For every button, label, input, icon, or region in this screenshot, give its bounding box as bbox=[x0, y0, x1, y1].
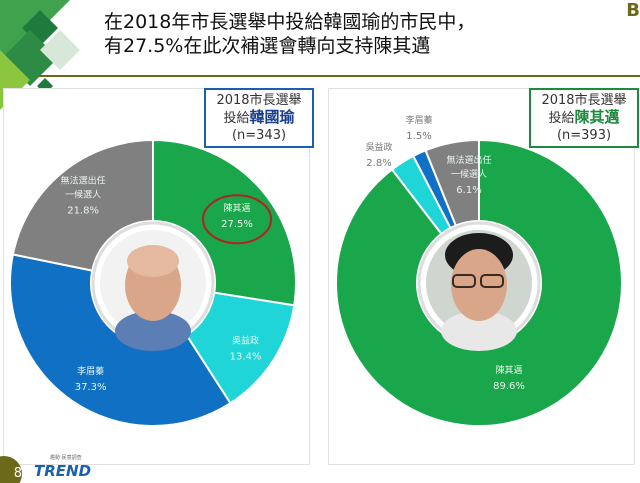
chart-panel-han: 陳其邁 27.5% 吳益政 13.4% 李眉蓁 37.3% 無法選出任一候選人 21.8% 2… bbox=[3, 88, 314, 465]
slice-label-1: 吳益政 13.4% bbox=[230, 334, 262, 362]
title-line-2: 有27.5%在此次補選會轉向支持陳其邁 bbox=[104, 35, 431, 57]
legend-name: 陳其邁 bbox=[574, 108, 620, 126]
slice-label-text: 吳益政 bbox=[365, 141, 392, 153]
legend-box-han: 2018市長選舉 投給韓國瑜 (n=343) bbox=[204, 88, 314, 148]
donut-slice-3 bbox=[11, 138, 154, 272]
legend-prefix: 投給 bbox=[548, 111, 575, 126]
slice-label-text: 李眉蓁 bbox=[77, 365, 104, 377]
legend-n: (n=393) bbox=[556, 128, 612, 143]
title-divider bbox=[38, 75, 640, 77]
slice-label-1: 吳益政 2.8% bbox=[365, 141, 392, 169]
slice-value-label: 6.1% bbox=[456, 185, 481, 196]
corner-mark: B bbox=[626, 0, 640, 21]
slice-value-label: 89.6% bbox=[493, 381, 525, 392]
trend-logo: TREND bbox=[34, 462, 92, 480]
legend-n: (n=343) bbox=[231, 128, 287, 143]
slice-label-text: 陳其邁 bbox=[224, 202, 251, 214]
slice-label-2: 李眉蓁 1.5% bbox=[405, 114, 432, 142]
slice-value-label: 1.5% bbox=[406, 131, 431, 142]
candidate-portrait bbox=[100, 230, 206, 351]
slice-value-label: 2.8% bbox=[366, 158, 391, 169]
slice-label-0: 陳其邁 89.6% bbox=[493, 364, 525, 392]
highlight-circle bbox=[202, 194, 273, 245]
legend-box-chen: 2018市長選舉 投給陳其邁 (n=393) bbox=[529, 88, 639, 148]
donut-slice-0 bbox=[152, 138, 297, 307]
title-line-1: 在2018年市長選舉中投給韓國瑜的市民中， bbox=[104, 11, 476, 33]
slice-label-text: 無法選出任 bbox=[446, 154, 491, 166]
slice-value-label: 21.8% bbox=[67, 205, 99, 216]
legend-name: 韓國瑜 bbox=[249, 108, 295, 126]
slice-label-2: 李眉蓁 37.3% bbox=[75, 365, 107, 393]
slice-label-text: 一候選人 bbox=[65, 188, 101, 200]
slide-title: 在2018年市長選舉中投給韓國瑜的市民中， 有27.5%在此次補選會轉向支持陳其… bbox=[104, 10, 475, 58]
chart-panel-chen: 陳其邁 89.6% 吳益政 2.8% 李眉蓁 1.5% 無法選出任一候選人 6.1% 2018… bbox=[328, 88, 639, 465]
legend-line2: 投給陳其邁 bbox=[535, 109, 633, 127]
slice-label-text: 李眉蓁 bbox=[405, 114, 432, 126]
legend-line1: 2018市長選舉 bbox=[216, 93, 302, 108]
slice-value-label: 27.5% bbox=[221, 219, 253, 230]
legend-line2: 投給韓國瑜 bbox=[210, 109, 308, 127]
slice-label-text: 吳益政 bbox=[232, 334, 259, 346]
candidate-portrait bbox=[426, 230, 532, 351]
logo-subtitle: 趨勢 民意調查 bbox=[50, 455, 82, 461]
slice-value-label: 37.3% bbox=[75, 382, 107, 393]
page-number: 8 bbox=[0, 456, 22, 483]
slice-label-0: 陳其邁 27.5% bbox=[221, 202, 253, 230]
slice-label-text: 陳其邁 bbox=[495, 364, 522, 376]
decorative-diamonds bbox=[0, 0, 80, 110]
slice-label-text: 一候選人 bbox=[451, 168, 487, 180]
legend-line1: 2018市長選舉 bbox=[541, 93, 627, 108]
legend-prefix: 投給 bbox=[223, 111, 250, 126]
slice-label-text: 無法選出任 bbox=[61, 174, 106, 186]
donut-slice-3 bbox=[424, 138, 480, 227]
donut-slice-0 bbox=[335, 138, 623, 427]
slice-value-label: 13.4% bbox=[230, 351, 262, 362]
